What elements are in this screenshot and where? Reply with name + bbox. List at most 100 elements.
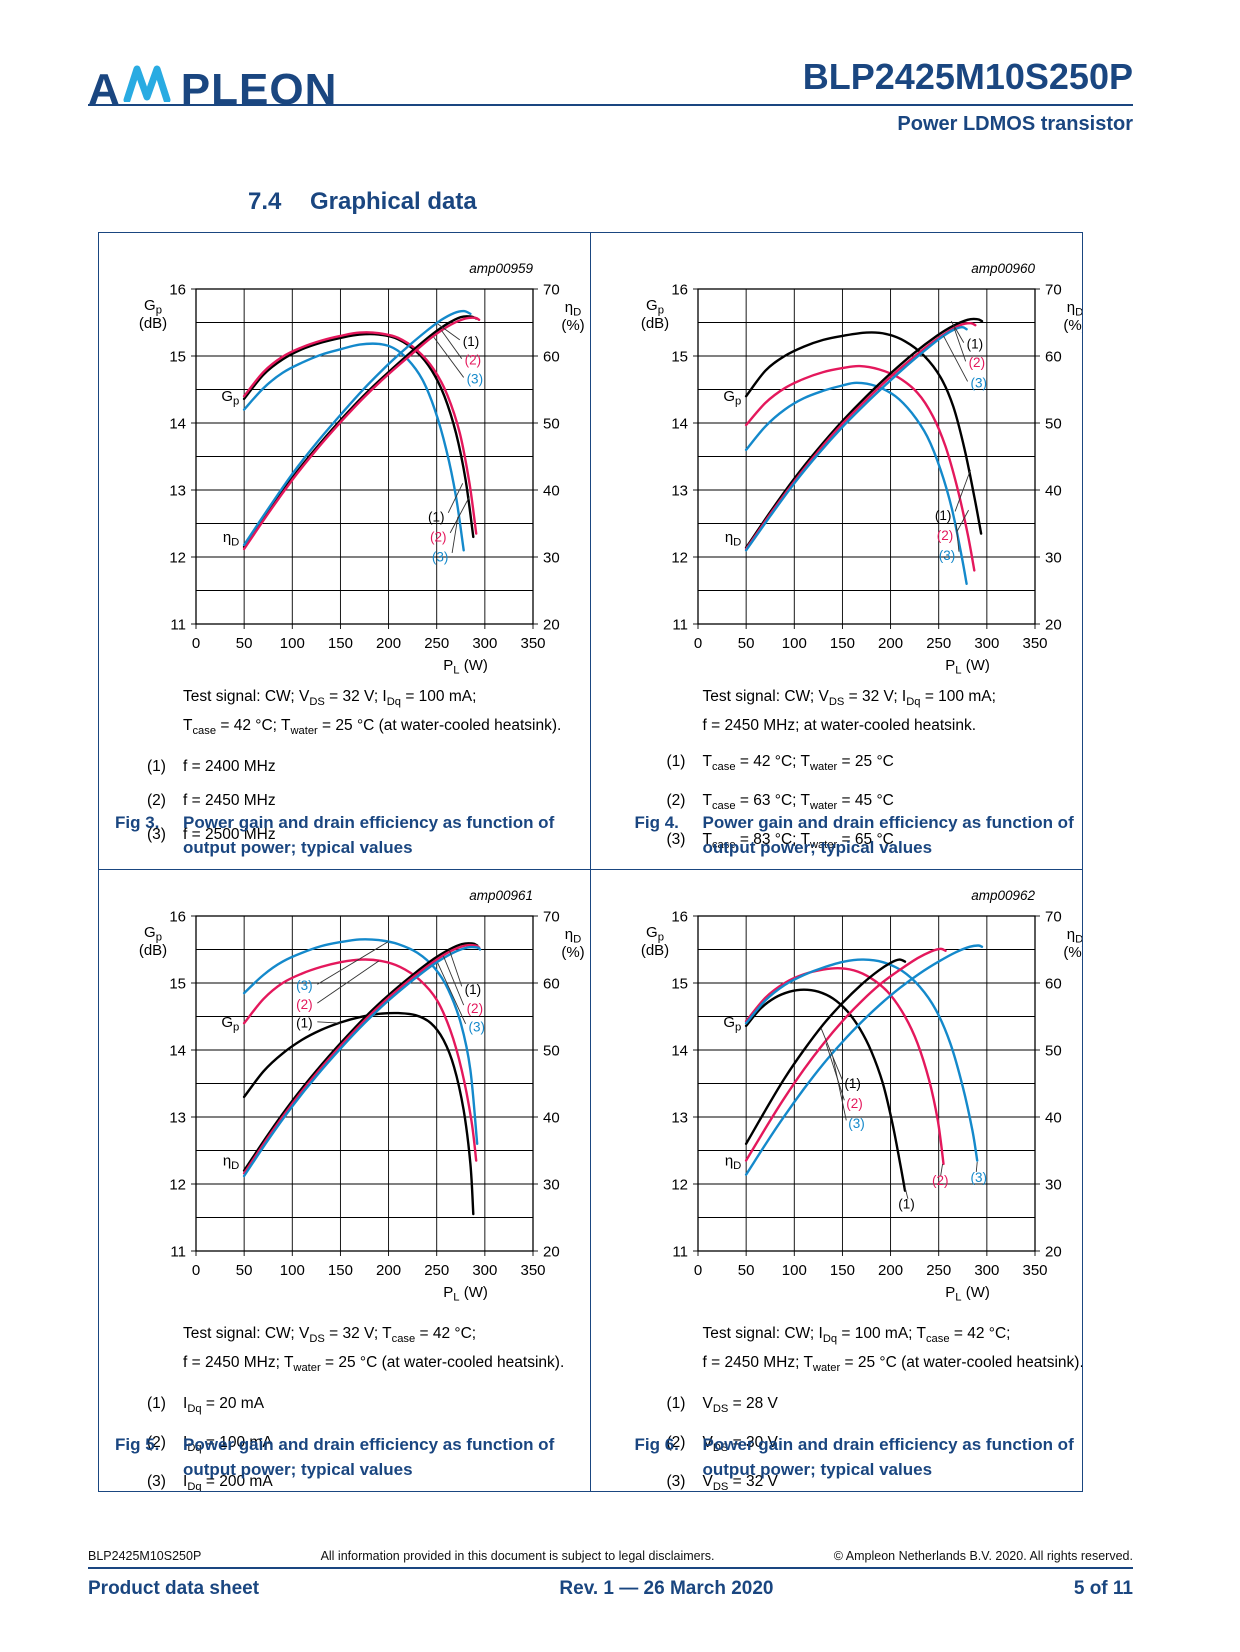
annotation-leader — [441, 330, 463, 359]
footer-copyright: © Ampleon Netherlands B.V. 2020. All rig… — [833, 1549, 1133, 1563]
x-tick-label: 0 — [192, 1262, 200, 1279]
curve-annotation: (1) — [428, 509, 445, 524]
curve-annotation: (2) — [430, 529, 447, 544]
left-axis-label: Gp — [646, 297, 664, 317]
condition-item: (3) f = 2500 MHz — [147, 826, 276, 844]
figure-caption-fig4: Fig 4. Power gain and drain efficiency a… — [634, 813, 1074, 857]
x-tick-label: 200 — [878, 635, 903, 652]
series-eta-3 — [242, 309, 472, 547]
left-tick-label: 16 — [169, 282, 186, 299]
annotation-leader — [449, 496, 470, 534]
annotation-leader — [433, 336, 465, 378]
right-tick-label: 40 — [543, 1110, 560, 1127]
grid — [191, 915, 538, 1256]
right-tick-label: 60 — [1045, 976, 1062, 993]
chart-fig6: amp00962 16 15 14 13 12 11 70 60 50 40 30 20 0 50 100 15… — [603, 872, 1082, 1309]
x-tick-label: 100 — [781, 635, 806, 652]
right-axis-label: ηD — [565, 299, 582, 319]
figure-caption-fig5: Fig 5. Power gain and drain efficiency a… — [115, 1435, 555, 1479]
right-tick-label: 50 — [543, 1043, 560, 1060]
plot-border — [696, 288, 1036, 625]
plot-code: amp00961 — [469, 888, 533, 903]
x-tick-label: 350 — [520, 635, 545, 652]
header-rule — [88, 104, 1133, 106]
x-tick-label: 300 — [472, 635, 497, 652]
curve-annotation: (1) — [465, 982, 482, 997]
figure-caption-fig6: Fig 6. Power gain and drain efficiency a… — [634, 1435, 1074, 1479]
condition-item: (2) IDq = 100 mA — [147, 1434, 273, 1455]
x-tick-label: 250 — [424, 1262, 449, 1279]
annotation-leader — [317, 941, 389, 985]
curve-annotation: (1) — [463, 334, 480, 349]
chart-fig4: amp00960 16 15 14 13 12 11 70 60 50 40 30 20 0 50 100 15… — [603, 245, 1082, 682]
grid — [191, 288, 538, 629]
condition-item: (2) Tcase = 63 °C; Twater = 45 °C — [666, 792, 894, 813]
x-tick-label: 350 — [1022, 1262, 1047, 1279]
right-tick-label: 60 — [543, 349, 560, 366]
section-number: 7.4 — [248, 188, 282, 215]
left-tick-label: 16 — [671, 909, 688, 926]
left-tick-label: 11 — [672, 1244, 688, 1261]
series-eta-2 — [242, 943, 481, 1175]
curve-annotation: (3) — [938, 548, 955, 563]
footer-info-row: Product data sheet Rev. 1 — 26 March 202… — [88, 1578, 1133, 1600]
plot-border — [696, 915, 1036, 1252]
curve-annotation: (3) — [296, 978, 313, 993]
left-tick-label: 14 — [671, 416, 688, 433]
test-conditions-fig5: Test signal: CW; VDS = 32 V; Tcase = 42 … — [147, 1322, 590, 1491]
right-tick-label: 50 — [543, 416, 560, 433]
x-tick-label: 350 — [1022, 635, 1047, 652]
x-tick-label: 250 — [424, 635, 449, 652]
series-gp-2 — [242, 331, 478, 535]
left-tick-label: 15 — [169, 349, 186, 366]
x-tick-label: 200 — [376, 1262, 401, 1279]
series-gp-3 — [242, 938, 479, 1145]
figure-cell-fig6: amp00962 16 15 14 13 12 11 70 60 50 40 30 20 0 50 100 15… — [591, 870, 1083, 1491]
left-tick-label: 16 — [169, 909, 186, 926]
curve-annotation: (1) — [934, 508, 951, 523]
right-tick-label: 20 — [543, 1244, 560, 1261]
annotation-leader — [955, 523, 959, 552]
series-gp-1 — [242, 332, 475, 539]
series-eta-3 — [744, 944, 983, 1176]
annotation-leader — [956, 509, 969, 532]
curve-annotation: (2) — [936, 528, 953, 543]
right-axis-unit: (%) — [561, 944, 584, 961]
footer-disclaimer: All information provided in this documen… — [320, 1549, 715, 1563]
left-axis-unit: (dB) — [139, 315, 167, 332]
left-tick-label: 12 — [671, 550, 688, 567]
series-gp-2 — [744, 364, 975, 572]
curve-annotation: (2) — [931, 1173, 948, 1188]
curve-annotation: (2) — [467, 1001, 484, 1016]
curve-family-label: Gp — [723, 1014, 741, 1034]
x-tick-label: 250 — [926, 635, 951, 652]
x-tick-label: 0 — [693, 1262, 701, 1279]
curve-annotation: (1) — [966, 336, 983, 351]
right-tick-label: 60 — [543, 976, 560, 993]
left-tick-label: 16 — [671, 282, 688, 299]
series-eta-2 — [242, 316, 481, 551]
left-axis-unit: (dB) — [640, 942, 668, 959]
curve-family-label: ηD — [223, 529, 240, 549]
footer-doc-id: BLP2425M10S250P — [88, 1549, 202, 1563]
annotation-leader — [437, 323, 461, 341]
curve-annotation: (2) — [296, 997, 313, 1012]
annotation-leader — [443, 956, 465, 1006]
series-eta-2 — [744, 321, 976, 551]
x-tick-label: 150 — [328, 1262, 353, 1279]
section-title: Graphical data — [310, 188, 477, 215]
left-tick-label: 13 — [169, 483, 186, 500]
curve-annotation: (1) — [844, 1076, 861, 1091]
x-tick-label: 300 — [472, 1262, 497, 1279]
plot-code: amp00962 — [971, 888, 1035, 903]
curve-annotation: (3) — [970, 375, 987, 390]
left-tick-label: 13 — [671, 483, 688, 500]
test-conditions-fig3: Test signal: CW; VDS = 32 V; IDq = 100 m… — [147, 685, 590, 857]
x-tick-label: 50 — [236, 1262, 253, 1279]
product-title: BLP2425M10S250P — [802, 56, 1133, 97]
right-axis-label: ηD — [1066, 299, 1082, 319]
x-tick-label: 150 — [829, 1262, 854, 1279]
chart-fig3: amp00959 16 15 14 13 12 11 70 60 50 40 30 20 0 50 100 15… — [101, 245, 589, 682]
x-axis-label: PL (W) — [443, 657, 488, 677]
